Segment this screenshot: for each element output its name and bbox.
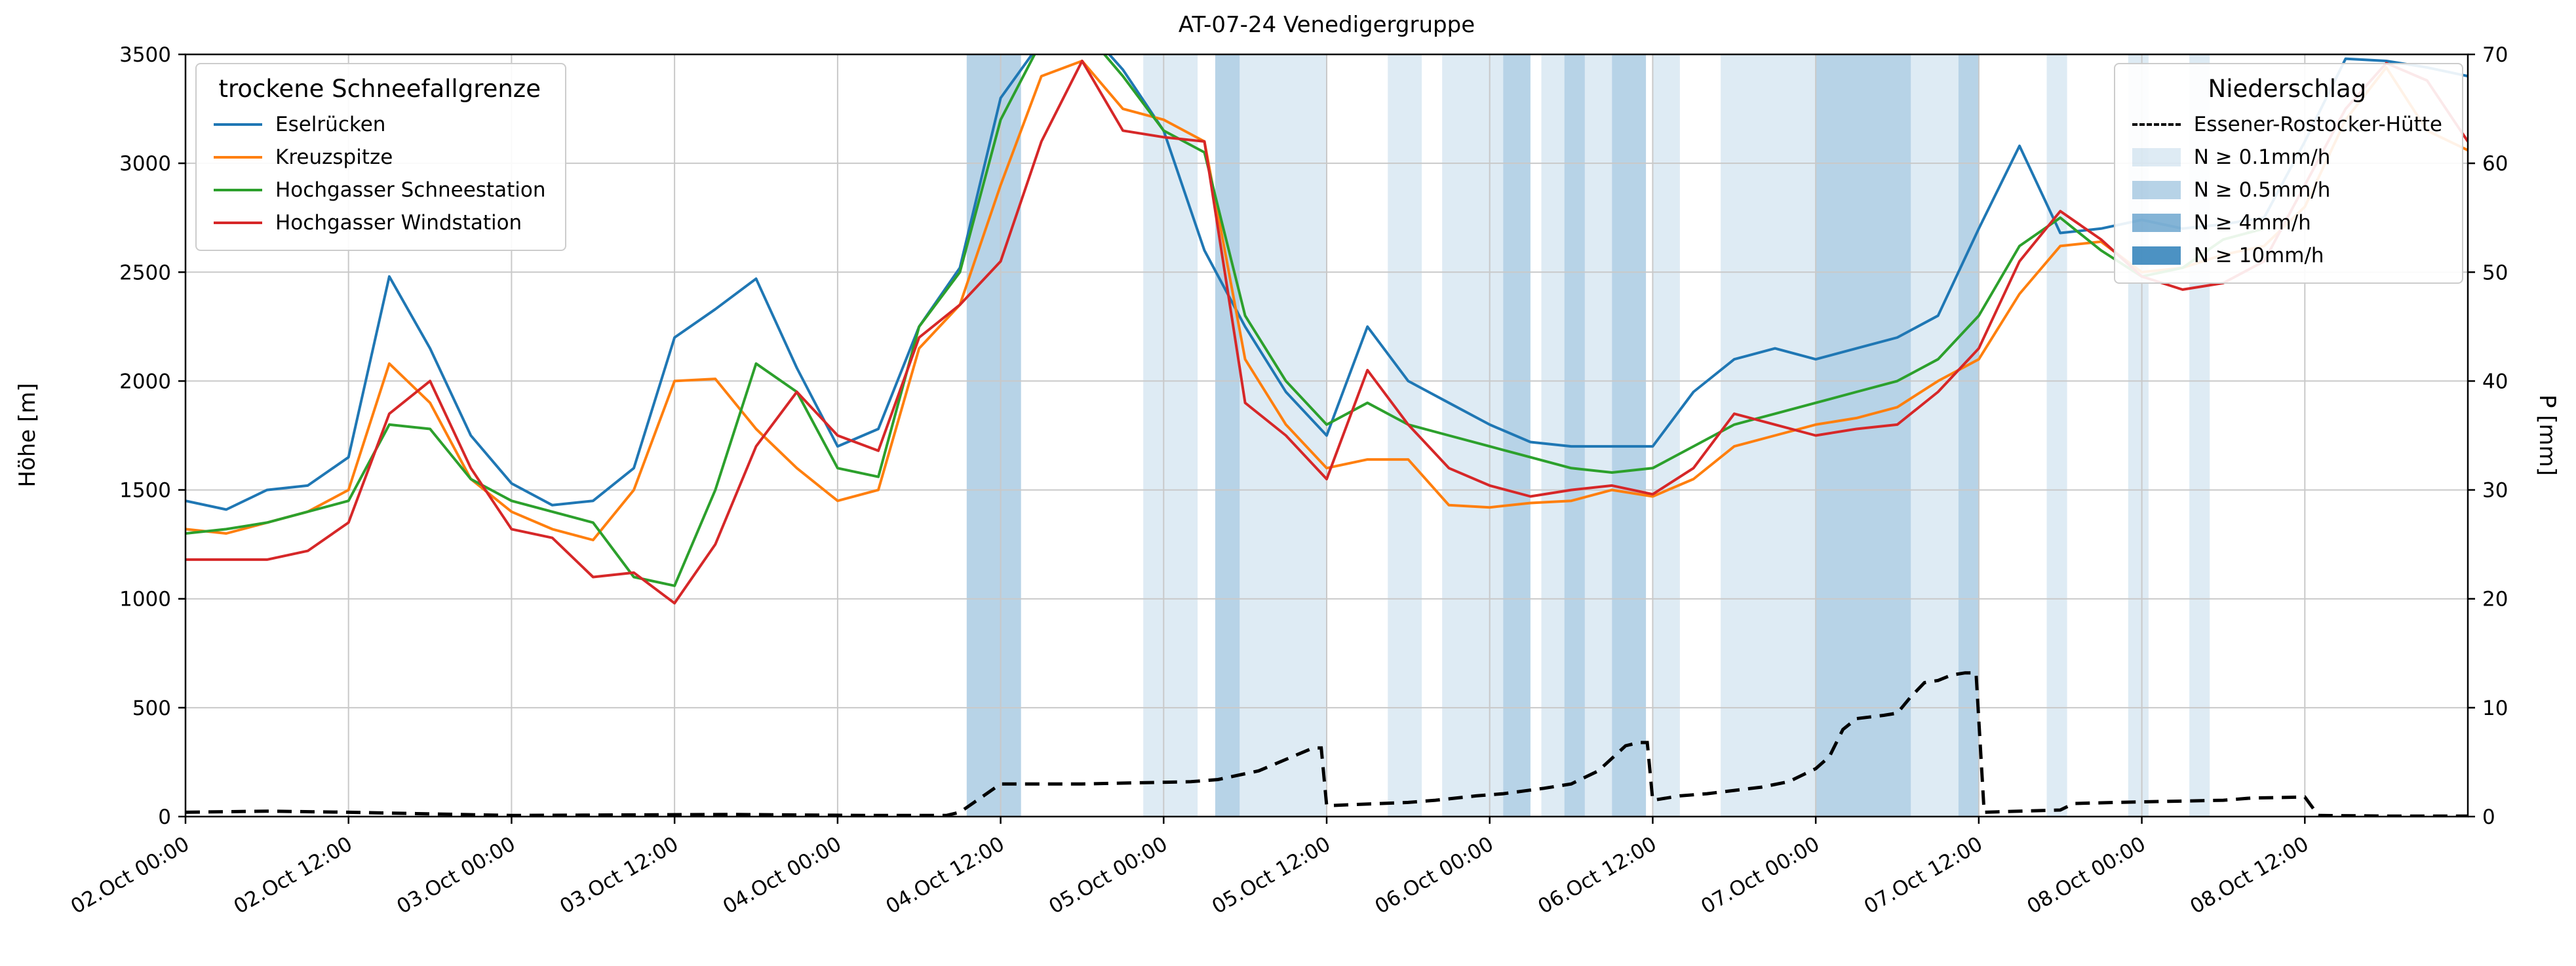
svg-text:500: 500 bbox=[132, 697, 171, 720]
band-swatch-05 bbox=[2132, 181, 2181, 199]
legend-precipitation-title: Niederschlag bbox=[2208, 75, 2367, 103]
legend-item-label: N ≥ 10mm/h bbox=[2193, 244, 2324, 267]
svg-text:1500: 1500 bbox=[119, 479, 171, 503]
svg-text:06.Oct 12:00: 06.Oct 12:00 bbox=[1534, 832, 1660, 919]
svg-text:70: 70 bbox=[2482, 43, 2508, 67]
svg-text:0: 0 bbox=[2482, 805, 2495, 829]
line-swatch-windstation bbox=[214, 222, 262, 224]
svg-text:20: 20 bbox=[2482, 588, 2508, 611]
legend-item-label: N ≥ 4mm/h bbox=[2193, 211, 2311, 235]
svg-text:06.Oct 00:00: 06.Oct 00:00 bbox=[1371, 832, 1498, 919]
legend-item: Hochgasser Windstation bbox=[211, 206, 548, 239]
legend-item: Hochgasser Schneestation bbox=[211, 174, 548, 206]
legend-item: N ≥ 0.5mm/h bbox=[2130, 174, 2445, 206]
svg-text:05.Oct 12:00: 05.Oct 12:00 bbox=[1208, 832, 1335, 919]
svg-text:10: 10 bbox=[2482, 697, 2508, 720]
chart-title: AT-07-24 Venedigergruppe bbox=[1178, 12, 1475, 38]
legend-item-label: Kreuzspitze bbox=[275, 145, 393, 169]
svg-text:05.Oct 00:00: 05.Oct 00:00 bbox=[1045, 832, 1171, 919]
legend-item: Essener-Rostocker-Hütte bbox=[2130, 108, 2445, 141]
legend-item-label: Essener-Rostocker-Hütte bbox=[2193, 113, 2442, 136]
svg-text:60: 60 bbox=[2482, 152, 2508, 176]
svg-text:04.Oct 00:00: 04.Oct 00:00 bbox=[719, 832, 846, 919]
y-axis-label-left: Höhe [m] bbox=[14, 383, 41, 488]
line-swatch-schneestation bbox=[214, 189, 262, 191]
svg-text:3500: 3500 bbox=[119, 43, 171, 67]
band-swatch-01 bbox=[2132, 148, 2181, 166]
svg-text:2500: 2500 bbox=[119, 261, 171, 284]
svg-text:08.Oct 12:00: 08.Oct 12:00 bbox=[2186, 832, 2313, 919]
svg-text:07.Oct 12:00: 07.Oct 12:00 bbox=[1860, 832, 1987, 919]
dashed-line-swatch bbox=[2132, 123, 2181, 126]
legend-item-label: N ≥ 0.5mm/h bbox=[2193, 178, 2331, 202]
svg-text:03.Oct 12:00: 03.Oct 12:00 bbox=[556, 832, 682, 919]
svg-text:30: 30 bbox=[2482, 479, 2508, 503]
svg-text:02.Oct 00:00: 02.Oct 00:00 bbox=[67, 832, 193, 919]
legend-item-label: Hochgasser Schneestation bbox=[275, 178, 546, 202]
legend-item-label: Eselrücken bbox=[275, 113, 386, 136]
legend-item: Eselrücken bbox=[211, 108, 548, 141]
svg-text:03.Oct 00:00: 03.Oct 00:00 bbox=[393, 832, 519, 919]
band-swatch-4 bbox=[2132, 214, 2181, 232]
svg-text:50: 50 bbox=[2482, 261, 2508, 284]
y-axis-label-right: P [mm] bbox=[2534, 394, 2560, 476]
line-swatch-kreuzspitze bbox=[214, 156, 262, 159]
legend-item: N ≥ 10mm/h bbox=[2130, 239, 2445, 272]
legend-item: Kreuzspitze bbox=[211, 141, 548, 174]
svg-text:40: 40 bbox=[2482, 370, 2508, 393]
svg-text:2000: 2000 bbox=[119, 370, 171, 393]
legend-item: N ≥ 0.1mm/h bbox=[2130, 141, 2445, 174]
legend-precipitation: Niederschlag Essener-Rostocker-Hütte N ≥… bbox=[2113, 63, 2463, 284]
legend-item-label: Hochgasser Windstation bbox=[275, 211, 522, 235]
legend-item-label: N ≥ 0.1mm/h bbox=[2193, 145, 2331, 169]
legend-snowline-title: trockene Schneefallgrenze bbox=[218, 75, 541, 103]
line-swatch-eselruecken bbox=[214, 123, 262, 126]
svg-text:04.Oct 12:00: 04.Oct 12:00 bbox=[882, 832, 1009, 919]
svg-text:1000: 1000 bbox=[119, 588, 171, 611]
svg-text:08.Oct 00:00: 08.Oct 00:00 bbox=[2023, 832, 2150, 919]
svg-text:0: 0 bbox=[158, 805, 171, 829]
legend-item: N ≥ 4mm/h bbox=[2130, 206, 2445, 239]
legend-snowline: trockene Schneefallgrenze Eselrücken Kre… bbox=[195, 63, 567, 251]
svg-text:3000: 3000 bbox=[119, 152, 171, 176]
svg-text:02.Oct 12:00: 02.Oct 12:00 bbox=[230, 832, 357, 919]
svg-text:07.Oct 00:00: 07.Oct 00:00 bbox=[1697, 832, 1824, 919]
band-swatch-10 bbox=[2132, 246, 2181, 265]
